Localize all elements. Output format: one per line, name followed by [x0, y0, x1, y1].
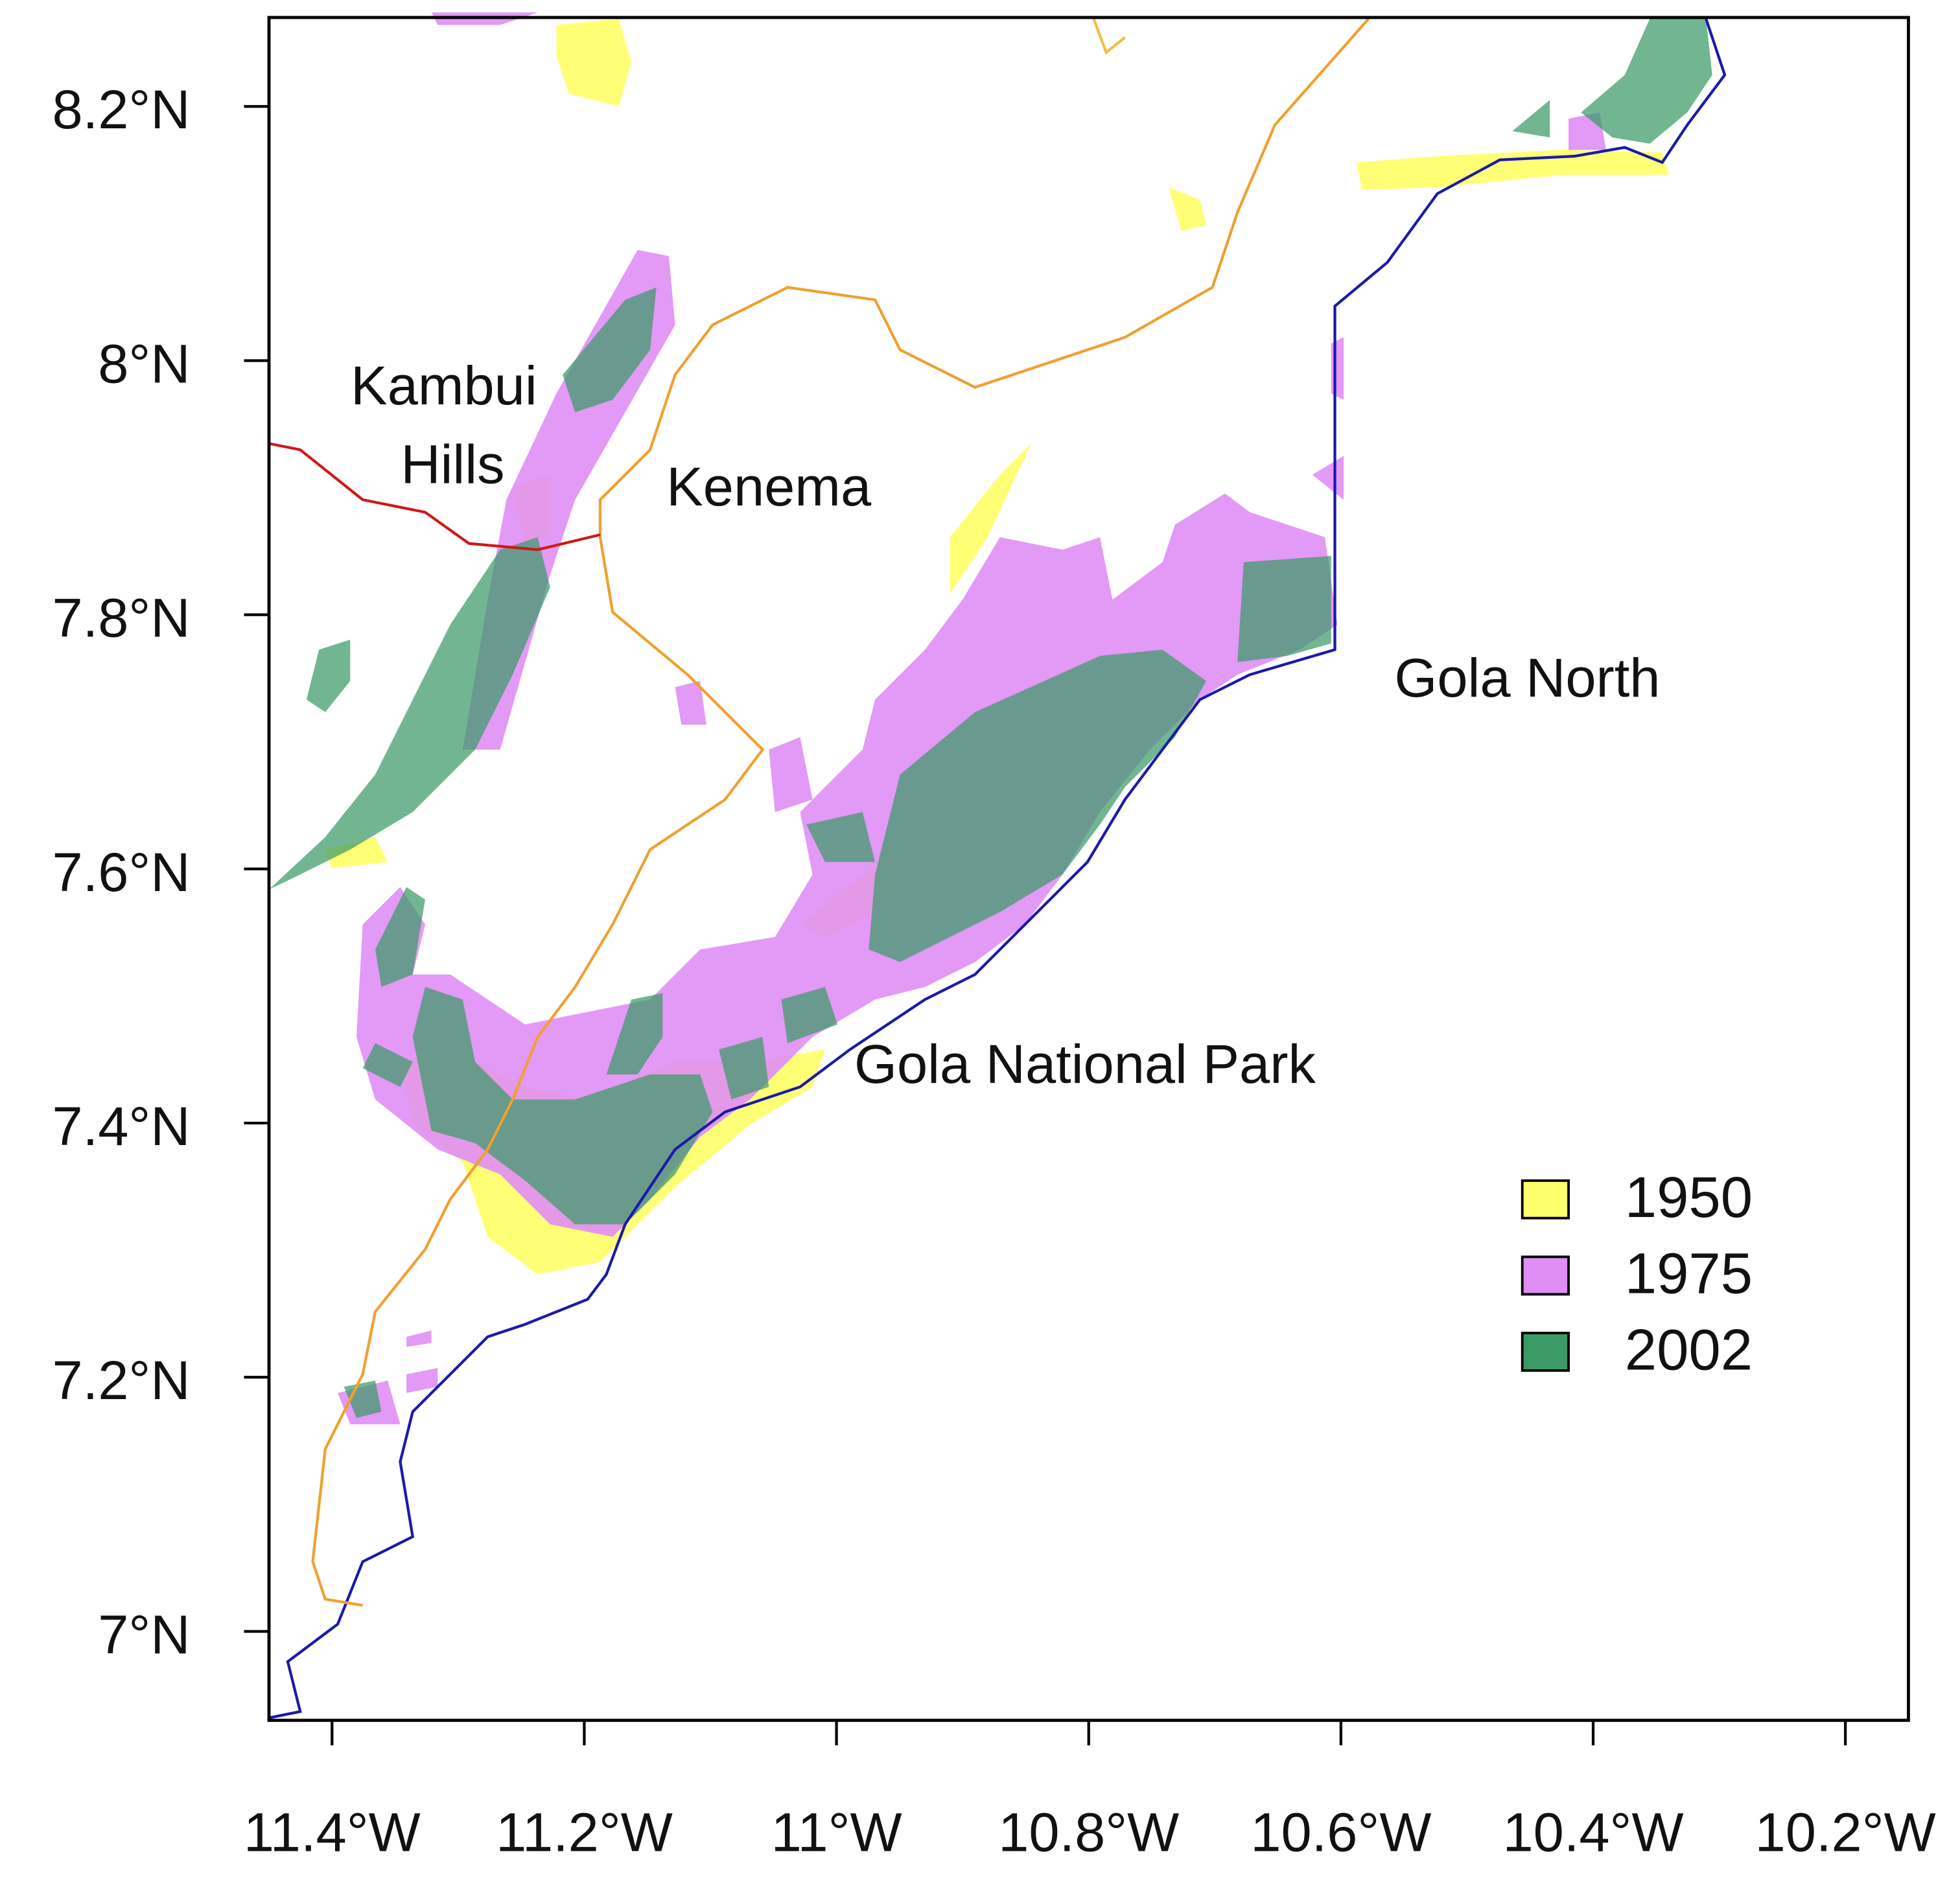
- legend-swatch: [1521, 1255, 1570, 1296]
- place-label: Gola National Park: [854, 1033, 1316, 1095]
- place-label: Kambui: [351, 354, 537, 416]
- forest-area: [869, 649, 1206, 962]
- forest-layers: [269, 12, 1712, 1424]
- legend-label: 1975: [1625, 1242, 1753, 1306]
- y-tick-label: 7.6°N: [52, 841, 190, 903]
- place-label: Gola North: [1394, 647, 1660, 708]
- plot-frame: [267, 16, 1910, 1722]
- forest-area: [325, 837, 388, 868]
- district-border: [268, 442, 601, 551]
- forest-area: [950, 443, 1032, 594]
- forest-area: [406, 1368, 438, 1393]
- forest-area: [344, 1380, 382, 1419]
- y-tick-label: 8.2°N: [52, 78, 190, 140]
- legend-label: 2002: [1625, 1317, 1753, 1382]
- forest-area: [675, 680, 706, 725]
- road: [1092, 18, 1126, 55]
- y-tick-label: 7.2°N: [52, 1349, 190, 1411]
- axes: 11.4°W 11.2°W 11°W 10.8°W 10.6°W 10.4°W 10.2°W…: [52, 78, 1935, 1862]
- forest-area: [1356, 150, 1669, 191]
- forest-area: [269, 537, 550, 890]
- forest-area: [781, 987, 838, 1043]
- forest-area: [719, 1037, 769, 1100]
- forest-area: [606, 993, 663, 1075]
- forest-area: [1331, 337, 1344, 400]
- forest-area: [306, 640, 351, 712]
- forest-area: [556, 18, 632, 106]
- coast-border: [268, 18, 1727, 1719]
- x-tick-label: 10.6°W: [1250, 1801, 1431, 1862]
- forest-area: [563, 287, 657, 413]
- y-tick-label: 8°N: [98, 332, 190, 394]
- x-tick-label: 10.2°W: [1755, 1801, 1936, 1862]
- x-tick-label: 10.4°W: [1502, 1801, 1683, 1862]
- forest-area: [1312, 456, 1344, 500]
- forest-area: [1169, 187, 1206, 231]
- x-tick-label: 10.8°W: [998, 1801, 1179, 1862]
- boundaries: [268, 17, 1727, 1719]
- y-tick-label: 7°N: [98, 1603, 190, 1665]
- legend-swatch: [1521, 1332, 1570, 1372]
- road: [311, 17, 1370, 1607]
- forest-area: [362, 1043, 413, 1087]
- x-tick-label: 11.4°W: [244, 1801, 421, 1862]
- forest-area: [1581, 18, 1712, 144]
- x-tick-label: 11.2°W: [496, 1801, 673, 1862]
- forest-area: [412, 987, 713, 1225]
- forest-area: [806, 812, 876, 863]
- y-tick-label: 7.4°N: [52, 1095, 190, 1157]
- legend-swatch: [1521, 1179, 1570, 1220]
- forest-area: [375, 887, 426, 988]
- legend-label: 1950: [1625, 1165, 1753, 1229]
- forest-area: [769, 737, 813, 813]
- forest-area: [1512, 100, 1550, 138]
- legend: 1950 1975 2002: [1521, 1165, 1753, 1382]
- y-tick-label: 7.8°N: [52, 587, 190, 649]
- place-label: Hills: [401, 433, 504, 494]
- x-tick-label: 11°W: [771, 1801, 902, 1862]
- forest-area: [406, 1330, 432, 1347]
- forest-area: [1237, 555, 1331, 662]
- place-labels: Kambui Hills Kenema Gola North Gola National…: [351, 354, 1660, 1095]
- place-label: Kenema: [666, 456, 872, 517]
